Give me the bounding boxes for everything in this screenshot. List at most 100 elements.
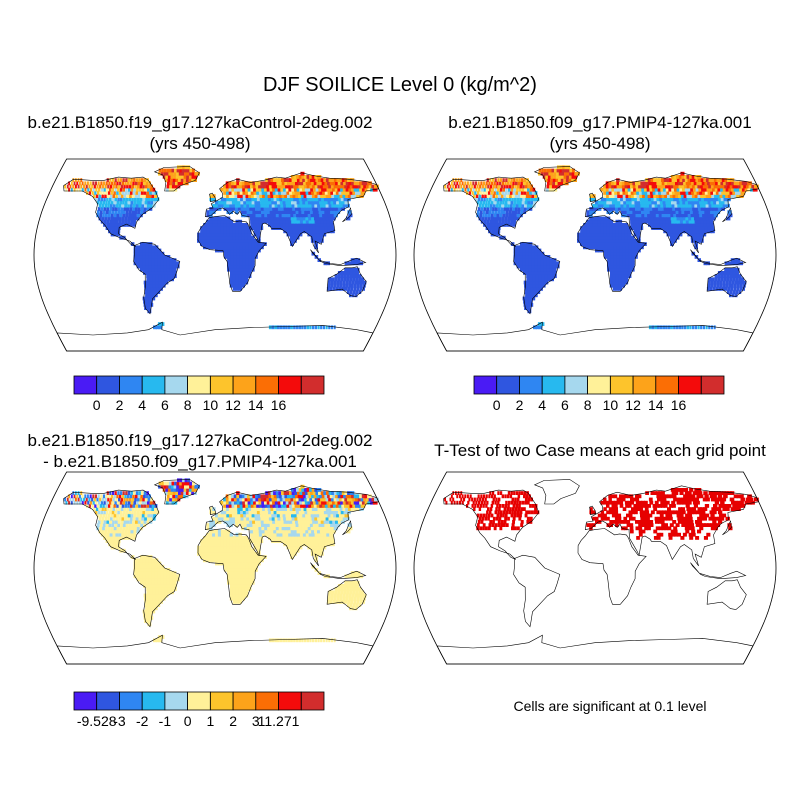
data-cell xyxy=(209,235,213,240)
data-cell xyxy=(627,181,631,186)
data-cell xyxy=(126,520,130,524)
data-cell xyxy=(264,526,268,531)
data-cell xyxy=(212,242,216,246)
data-cell xyxy=(352,603,356,607)
data-cell xyxy=(508,213,512,218)
data-cell xyxy=(147,603,152,607)
data-cell xyxy=(604,239,608,243)
data-cell xyxy=(651,325,655,330)
data-cell xyxy=(710,184,716,189)
data-cell xyxy=(233,239,237,243)
data-cell xyxy=(233,184,238,189)
data-cell xyxy=(669,235,674,240)
data-cell xyxy=(492,223,496,227)
data-cell xyxy=(241,235,246,240)
data-cell xyxy=(712,181,717,186)
data-cell xyxy=(745,184,751,189)
data-cell xyxy=(293,500,298,505)
data-cell xyxy=(310,526,315,531)
data-cell xyxy=(527,287,532,291)
data-cell xyxy=(143,507,146,511)
data-cell xyxy=(487,191,491,195)
data-cell xyxy=(734,293,738,298)
data-cell xyxy=(666,191,671,195)
data-cell xyxy=(235,235,240,240)
data-cell xyxy=(319,216,324,221)
data-cell xyxy=(209,210,213,214)
data-cell xyxy=(276,197,281,202)
data-cell xyxy=(643,210,648,214)
data-cell xyxy=(239,561,243,566)
data-cell xyxy=(519,197,523,202)
data-cell xyxy=(634,248,638,253)
data-cell xyxy=(284,216,289,221)
data-cell xyxy=(335,287,339,291)
data-cell xyxy=(150,606,155,611)
data-cell xyxy=(681,210,686,214)
coastline-uk xyxy=(209,192,217,202)
data-cell xyxy=(65,500,68,505)
data-cell xyxy=(248,555,252,559)
data-cell xyxy=(248,248,252,253)
data-cell xyxy=(98,194,102,198)
data-cell xyxy=(306,520,311,524)
data-cell xyxy=(694,184,699,189)
data-cell xyxy=(91,184,94,189)
data-cell xyxy=(682,187,687,192)
data-cell xyxy=(251,200,256,205)
data-cell xyxy=(492,178,495,182)
data-cell xyxy=(103,207,107,211)
data-cell xyxy=(260,184,265,189)
data-cell xyxy=(360,504,366,508)
data-cell xyxy=(499,235,503,240)
data-cell xyxy=(551,168,555,173)
data-cell xyxy=(133,216,137,221)
data-cell xyxy=(333,504,338,508)
data-cell xyxy=(128,523,132,527)
data-cell xyxy=(233,245,237,250)
data-cell xyxy=(203,555,207,559)
data-cell xyxy=(502,210,506,214)
data-cell xyxy=(245,571,249,575)
data-cell xyxy=(502,187,505,192)
data-cell xyxy=(460,184,463,189)
data-cell xyxy=(212,203,216,208)
data-cell xyxy=(699,232,704,237)
data-cell xyxy=(248,580,252,585)
data-cell xyxy=(729,274,733,278)
data-cell xyxy=(68,500,71,505)
data-cell xyxy=(650,216,655,221)
data-cell xyxy=(126,507,129,511)
data-cell xyxy=(332,207,337,211)
data-cell xyxy=(461,187,464,192)
data-cell xyxy=(457,178,460,182)
data-cell xyxy=(529,191,532,195)
data-cell xyxy=(125,523,129,527)
data-cell xyxy=(223,223,228,227)
data-cell xyxy=(697,207,703,211)
data-cell xyxy=(626,210,631,214)
data-cell xyxy=(136,513,139,518)
data-cell xyxy=(244,277,249,282)
data-cell xyxy=(549,267,554,272)
data-cell xyxy=(691,181,696,186)
data-cell xyxy=(282,510,286,515)
data-cell xyxy=(103,219,107,224)
data-cell xyxy=(737,191,743,195)
data-cell xyxy=(284,210,288,214)
data-cell xyxy=(223,529,228,534)
data-cell xyxy=(105,526,108,531)
data-cell xyxy=(239,564,243,569)
data-cell xyxy=(661,194,666,198)
data-cell xyxy=(158,325,163,330)
data-cell xyxy=(720,274,724,278)
data-cell xyxy=(605,181,610,186)
data-cell xyxy=(300,191,305,195)
data-cell xyxy=(748,184,754,189)
data-cell xyxy=(335,210,341,214)
data-cell xyxy=(318,226,323,230)
data-cell xyxy=(300,504,305,508)
data-cell xyxy=(318,510,323,515)
data-cell xyxy=(528,258,533,262)
data-cell xyxy=(101,507,104,511)
